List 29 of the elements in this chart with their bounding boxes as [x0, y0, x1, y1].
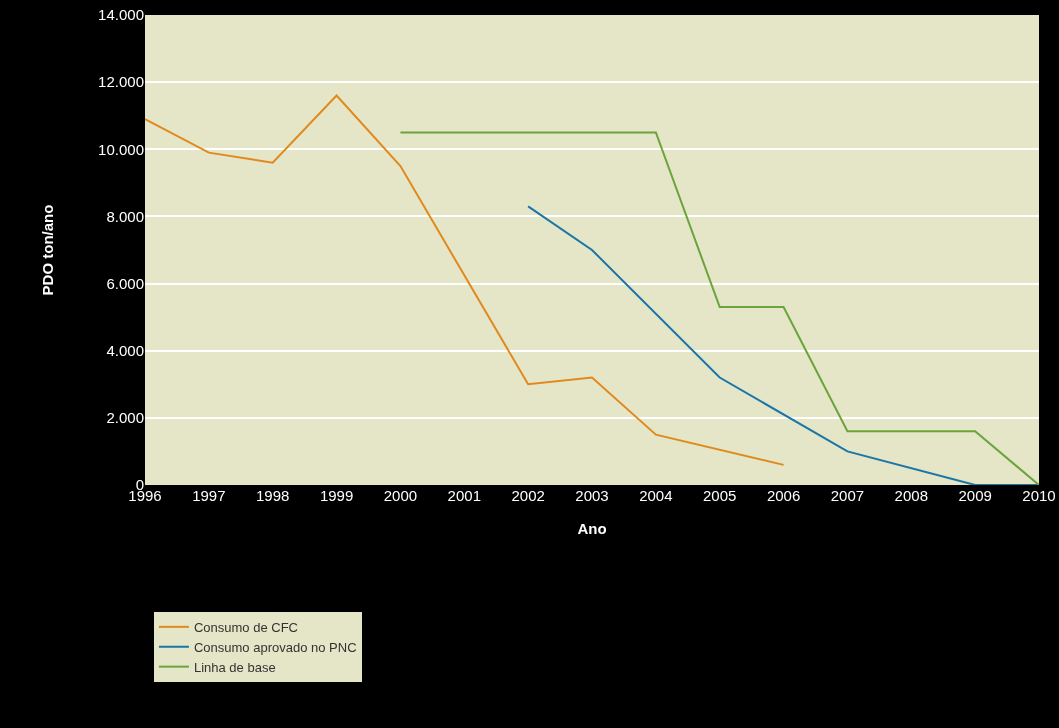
line-series	[145, 94, 785, 466]
line-series	[399, 131, 1039, 485]
legend-label: Consumo de CFC	[193, 619, 298, 635]
legend-label: Linha de base	[193, 659, 276, 675]
x-tick-label: 2008	[894, 487, 928, 504]
x-tick-label: 2001	[447, 487, 481, 504]
y-tick-label: 6.000	[106, 274, 144, 292]
x-tick-label: 2000	[383, 487, 418, 504]
x-axis-title: Ano	[577, 520, 607, 537]
x-tick-label: 2005	[703, 487, 737, 504]
y-tick-label: 14.000	[98, 6, 144, 24]
x-tick-label: 2009	[958, 487, 992, 504]
y-tick-label: 4.000	[106, 341, 144, 359]
y-axis-title: PDO ton/ano	[39, 204, 57, 296]
y-tick-label: 8.000	[106, 207, 144, 225]
x-tick-label: 2007	[830, 487, 865, 504]
x-tick-label: 2003	[575, 487, 609, 504]
x-tick-label: 2010	[1022, 487, 1056, 504]
legend-label: Consumo aprovado no PNC	[193, 639, 357, 655]
y-tick-label: 10.000	[98, 140, 144, 158]
x-tick-label: 2002	[511, 487, 545, 504]
x-tick-label: 2006	[766, 487, 801, 504]
y-tick-label: 12.000	[98, 73, 144, 91]
line-series	[527, 205, 1039, 485]
x-tick-label: 2004	[639, 487, 673, 504]
x-tick-label: 1999	[319, 487, 354, 504]
x-tick-label: 1997	[192, 487, 226, 504]
y-tick-label: 2.000	[106, 409, 144, 427]
x-tick-label: 1998	[256, 487, 290, 504]
